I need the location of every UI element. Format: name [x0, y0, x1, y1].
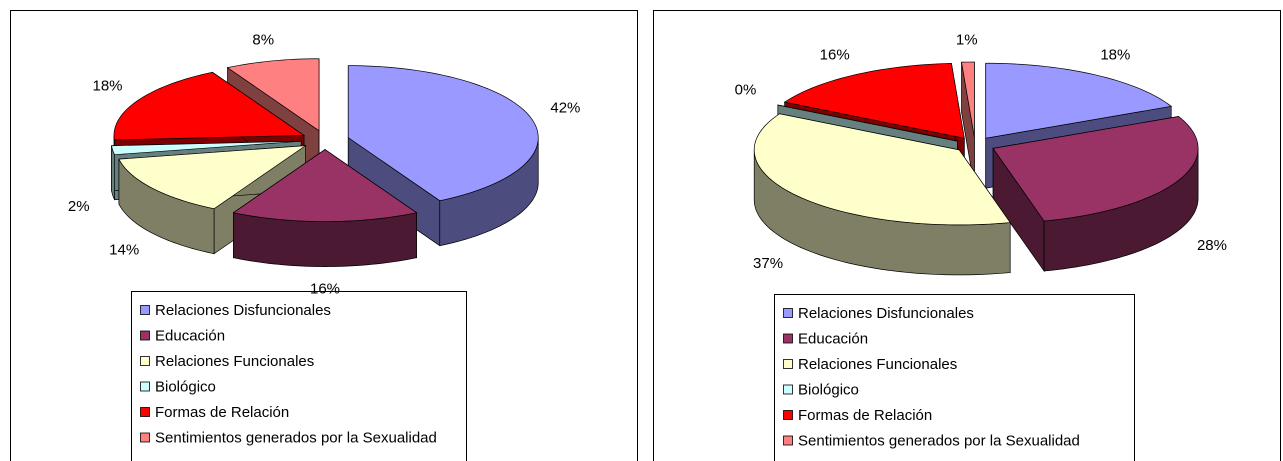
data-label: 28% [1197, 237, 1227, 254]
data-label: 14% [109, 242, 139, 259]
pie-slice [113, 71, 306, 141]
legend-frame [774, 294, 1135, 461]
pie-slice [111, 140, 302, 156]
legend-swatch [140, 381, 150, 392]
legend-swatch [783, 410, 793, 420]
data-label: 2% [68, 198, 90, 215]
pie-slice [992, 116, 1199, 222]
data-label: 1% [956, 32, 978, 49]
legend-label: Biológico [155, 378, 216, 395]
legend-label: Sentimientos generados por la Sexualidad [155, 429, 437, 446]
pie-slice [985, 62, 1173, 139]
legend-swatch [783, 435, 793, 446]
legend-label: Educación [798, 330, 868, 347]
legend-swatch [783, 359, 793, 369]
legend-swatch [140, 305, 150, 315]
pie-slice [118, 145, 307, 210]
legend-label: Relaciones Disfuncionales [155, 302, 331, 319]
legend-swatch [783, 384, 793, 395]
legend-swatch [140, 432, 150, 443]
pie-slice [961, 61, 975, 138]
data-label: 16% [310, 281, 340, 298]
legend-label: Biológico [798, 381, 859, 398]
pie-slice [226, 58, 320, 132]
pie-slice [347, 65, 539, 202]
legend-label: Formas de Relación [155, 404, 289, 421]
legend-label: Formas de Relación [798, 407, 932, 424]
data-label: 0% [735, 81, 757, 98]
legend-label: Relaciones Disfuncionales [798, 305, 974, 322]
data-label: 18% [1100, 46, 1130, 63]
legend-label: Sentimientos generados por la Sexualidad [798, 432, 1080, 449]
data-label: 16% [820, 46, 850, 63]
legend-swatch [140, 356, 150, 366]
data-label: 8% [252, 31, 274, 48]
data-label: 42% [550, 99, 580, 116]
data-label: 37% [753, 255, 783, 272]
data-label: 18% [92, 77, 122, 94]
legend-swatch [783, 333, 793, 344]
legend-frame [131, 291, 467, 461]
pie-slice [232, 149, 418, 222]
legend-label: Educación [155, 327, 225, 344]
legend-label: Relaciones Funcionales [155, 353, 314, 370]
pie-slice [753, 113, 1011, 226]
legend-swatch [140, 407, 150, 417]
pie-slice [783, 63, 965, 139]
legend-label: Relaciones Funcionales [798, 356, 957, 373]
legend-swatch [783, 308, 793, 318]
legend-swatch [140, 330, 150, 341]
